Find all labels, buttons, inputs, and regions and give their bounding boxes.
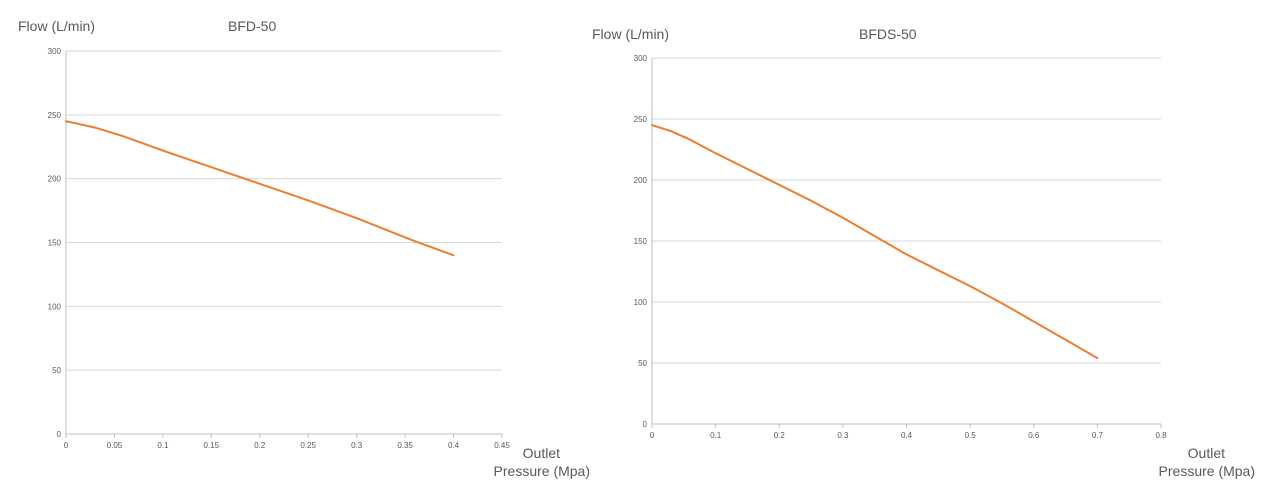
series-line <box>651 124 1099 360</box>
x-tick-label: 0.4 <box>901 431 913 440</box>
y-tick-label: 200 <box>634 176 648 185</box>
y-tick-label: 300 <box>634 54 648 63</box>
y-tick-label: 250 <box>634 115 648 124</box>
x-axis-label-line1: Outlet <box>522 445 560 461</box>
x-axis-label: Outlet Pressure (Mpa) <box>1135 444 1255 480</box>
x-tick-label: 0.1 <box>710 431 722 440</box>
y-axis-label: Flow (L/min) <box>18 18 96 34</box>
x-tick-label: 0.1 <box>157 441 169 450</box>
y-tick-label: 150 <box>48 239 62 248</box>
y-tick-label: 200 <box>48 175 62 184</box>
y-tick-label: 300 <box>48 47 62 56</box>
x-axis-label: Outlet Pressure (Mpa) <box>470 444 590 480</box>
chart-bfd-50: Flow (L/min) BFD-50 0 50 100 150 200 250 300 0 0… <box>0 0 620 496</box>
chart-title: BFD-50 <box>228 18 277 34</box>
x-tick-label: 0.3 <box>351 441 363 450</box>
y-tick-label: 150 <box>634 237 648 246</box>
x-tick-label: 0.6 <box>1028 431 1040 440</box>
x-tick-label: 0.7 <box>1092 431 1104 440</box>
y-tick-label: 0 <box>643 420 648 429</box>
plot-area: 0 50 100 150 200 250 300 0 0.05 0.1 0.15 0.2 0.25 0.3… <box>48 47 511 450</box>
y-tick-label: 100 <box>634 298 648 307</box>
x-tick-label: 0.5 <box>965 431 977 440</box>
x-axis-label-line1: Outlet <box>1187 445 1225 461</box>
x-tick-label: 0.8 <box>1155 431 1167 440</box>
x-tick-label: 0.45 <box>494 441 510 450</box>
x-tick-label: 0.2 <box>254 441 266 450</box>
x-tick-label: 0 <box>64 441 69 450</box>
x-axis-label-line2: Pressure (Mpa) <box>493 463 590 479</box>
x-tick-label: 0.05 <box>107 441 123 450</box>
x-tick-label: 0.35 <box>397 441 413 450</box>
x-tick-label: 0.15 <box>204 441 220 450</box>
y-tick-label: 250 <box>48 111 62 120</box>
x-tick-label: 0.2 <box>774 431 786 440</box>
chart-bfds-50: Flow (L/min) BFDS-50 0 50 100 150 200 250 300 0… <box>580 0 1271 496</box>
chart-title: BFDS-50 <box>859 26 917 42</box>
series-line <box>65 120 455 257</box>
y-axis-label: Flow (L/min) <box>592 26 670 42</box>
x-tick-label: 0.3 <box>837 431 849 440</box>
y-tick-label: 50 <box>52 366 61 375</box>
plot-area: 0 50 100 150 200 250 300 0 0.1 0.2 0.3 0.4 0.5 0.6 0.7… <box>634 54 1167 440</box>
x-axis-label-line2: Pressure (Mpa) <box>1158 463 1255 479</box>
y-tick-label: 100 <box>48 302 62 311</box>
x-tick-label: 0.25 <box>300 441 316 450</box>
y-tick-label: 50 <box>638 359 647 368</box>
x-tick-label: 0.4 <box>448 441 460 450</box>
x-tick-label: 0 <box>650 431 655 440</box>
y-tick-label: 0 <box>57 430 62 439</box>
